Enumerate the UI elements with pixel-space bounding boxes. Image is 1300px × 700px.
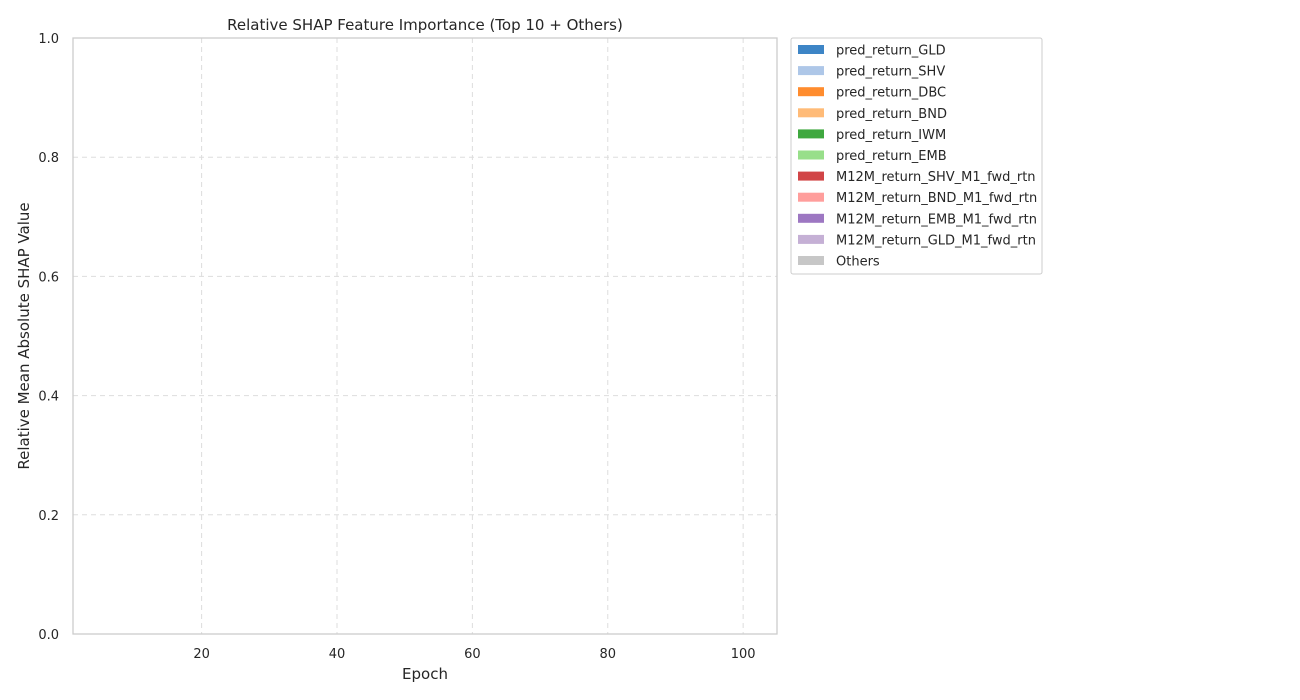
x-axis-label: Epoch: [402, 665, 448, 683]
y-axis-ticks: 0.0 0.2 0.4 0.6 0.8 1.0: [38, 32, 59, 643]
grid: [73, 37, 777, 635]
legend-swatch: [798, 234, 824, 244]
legend-swatch: [798, 66, 824, 76]
legend-swatch: [798, 171, 824, 181]
legend-swatch: [798, 45, 824, 54]
legend-entry: pred_return_BND: [836, 107, 947, 122]
legend-swatch: [798, 87, 824, 97]
x-axis-ticks: 20 40 60 80 100: [193, 647, 755, 662]
legend-entry: M12M_return_SHV_M1_fwd_rtn: [836, 170, 1036, 185]
legend-entry: M12M_return_EMB_M1_fwd_rtn: [836, 212, 1037, 227]
y-tick-label: 1.0: [38, 32, 59, 47]
y-tick-label: 0.8: [38, 151, 59, 166]
legend-entry: Others: [836, 255, 880, 270]
y-tick-label: 0.0: [38, 628, 59, 643]
y-tick-label: 0.4: [38, 390, 59, 405]
x-tick-label: 80: [599, 647, 616, 662]
legend: pred_return_GLD pred_return_SHV pred_retur…: [790, 37, 1043, 275]
legend-swatch: [798, 192, 824, 202]
legend-entry: pred_return_GLD: [836, 44, 946, 59]
legend-swatch: [798, 213, 824, 223]
legend-swatch: [798, 150, 824, 160]
legend-entry: pred_return_EMB: [836, 149, 947, 164]
legend-swatch: [798, 129, 824, 139]
plot-frame: [72, 37, 778, 635]
y-tick-label: 0.2: [38, 509, 59, 524]
legend-entry: pred_return_DBC: [836, 86, 946, 101]
legend-entry: pred_return_IWM: [836, 128, 946, 143]
x-tick-label: 20: [193, 647, 210, 662]
legend-entry: pred_return_SHV: [836, 65, 945, 80]
legend-entry: M12M_return_GLD_M1_fwd_rtn: [836, 233, 1036, 248]
legend-swatch: [798, 256, 824, 265]
chart-title: Relative SHAP Feature Importance (Top 10…: [227, 16, 623, 34]
legend-entry: M12M_return_BND_M1_fwd_rtn: [836, 191, 1037, 206]
x-tick-label: 40: [329, 647, 346, 662]
x-tick-label: 60: [464, 647, 481, 662]
y-tick-label: 0.6: [38, 270, 59, 285]
x-tick-label: 100: [731, 647, 756, 662]
y-axis-label: Relative Mean Absolute SHAP Value: [15, 202, 33, 469]
legend-box: [790, 37, 1043, 275]
legend-swatch: [798, 108, 824, 118]
